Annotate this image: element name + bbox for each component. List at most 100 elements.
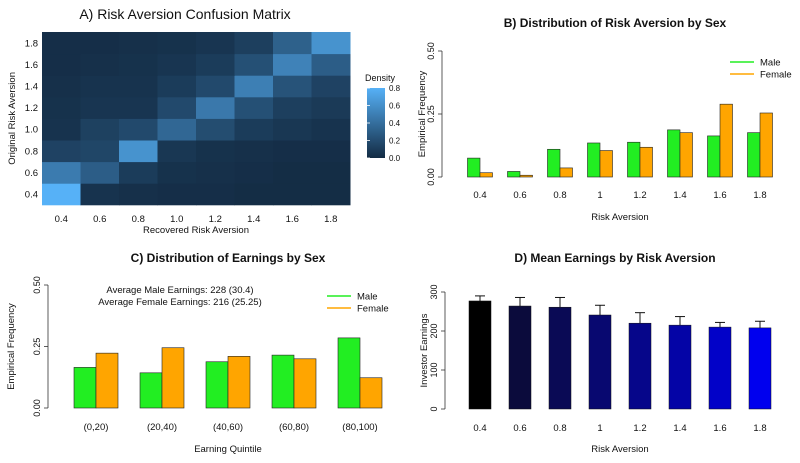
bar-female	[599, 150, 613, 178]
heatmap-cell	[157, 140, 197, 163]
panel-b-bar-chart: B) Distribution of Risk Aversion by Sex 0…	[417, 16, 792, 223]
bar-female	[519, 174, 533, 178]
bar	[668, 324, 692, 410]
legend-tick-label: 0.4	[389, 119, 401, 128]
legend-label-male: Male	[357, 292, 378, 303]
x-axis-title: Earning Quintile	[194, 444, 262, 455]
heatmap-cell	[273, 118, 312, 141]
bar	[748, 327, 772, 410]
heatmap-cell	[42, 140, 81, 163]
heatmap-cell	[119, 96, 158, 119]
heatmap-cell	[157, 53, 197, 76]
heatmap-cell	[42, 53, 81, 76]
legend-tick-label: 0.0	[389, 154, 401, 163]
heatmap-cell	[273, 32, 312, 55]
heatmap-cell	[273, 183, 312, 206]
legend-title: Density	[365, 73, 396, 83]
panel-a-title: A) Risk Aversion Confusion Matrix	[79, 6, 290, 22]
heatmap-cell	[119, 53, 158, 76]
heatmap-cell	[80, 53, 120, 76]
bar-male	[547, 148, 561, 178]
x-tick-label: 1.0	[170, 214, 183, 225]
annotation-female-earnings: Average Female Earnings: 216 (25.25)	[98, 297, 262, 308]
heatmap-cell	[196, 96, 235, 119]
x-tick-label: 0.8	[553, 423, 566, 434]
x-tick-label: 1	[597, 423, 602, 434]
x-tick-label: 0.4	[473, 423, 486, 434]
heatmap-cell	[157, 75, 197, 98]
panel-a-heatmap: A) Risk Aversion Confusion Matrix 0.4 0.6 0…	[7, 6, 401, 236]
y-axis-title: Empirical Frequency	[6, 303, 17, 390]
heatmap-cell	[234, 32, 274, 55]
heatmap-cell	[42, 75, 81, 98]
x-tick-label: 1	[597, 190, 602, 201]
panel-d-bar-chart: D) Mean Earnings by Risk Aversion 0 100 200…	[419, 251, 772, 455]
y-tick-label: 1.8	[25, 38, 38, 49]
x-tick-label: 0.4	[55, 214, 68, 225]
heatmap-cell	[273, 161, 312, 184]
heatmap-cell	[196, 183, 235, 206]
x-tick-label: 1.6	[286, 214, 299, 225]
x-tick-label: (20,40)	[147, 422, 177, 433]
legend-tick-label: 0.8	[389, 84, 401, 93]
bar	[588, 314, 612, 410]
bar-female	[719, 103, 733, 178]
panel-title: B) Distribution of Risk Aversion by Sex	[504, 16, 727, 30]
heatmap-cell	[42, 96, 81, 119]
heatmap-cell	[196, 32, 235, 55]
heatmap-cell	[273, 96, 312, 119]
heatmap-cell	[311, 183, 351, 206]
x-tick-label: 0.6	[513, 190, 526, 201]
bar-female	[359, 377, 383, 409]
heatmap-cell	[157, 183, 197, 206]
x-tick-label: 1.2	[633, 423, 646, 434]
x-tick-label: 1.2	[209, 214, 222, 225]
bar-female	[679, 132, 693, 178]
heatmap-cell	[196, 53, 235, 76]
heatmap-cell	[311, 53, 351, 76]
heatmap-cell	[196, 118, 235, 141]
bar	[628, 322, 652, 410]
y-tick-label: 1.2	[25, 103, 38, 114]
bar-female	[639, 146, 653, 178]
y-tick-label: 0.00	[426, 168, 436, 186]
y-tick-label: 1.6	[25, 60, 38, 71]
x-tick-label: 1.2	[633, 190, 646, 201]
x-tick-label: 1.4	[673, 190, 686, 201]
x-tick-label: 1.6	[713, 423, 726, 434]
heatmap-cell	[80, 161, 120, 184]
bar-female	[759, 112, 773, 178]
bar-male	[707, 135, 721, 178]
bar	[508, 305, 532, 410]
x-tick-label: 1.6	[713, 190, 726, 201]
heatmap-cell	[311, 32, 351, 55]
bar-male	[337, 337, 361, 409]
heatmap-cell	[234, 118, 274, 141]
bar-female	[293, 358, 317, 409]
x-tick-label: 0.4	[473, 190, 486, 201]
legend-label-male: Male	[760, 58, 781, 69]
y-tick-label: 100	[429, 362, 439, 377]
panel-title: D) Mean Earnings by Risk Aversion	[514, 251, 715, 265]
heatmap-cell	[157, 161, 197, 184]
heatmap-cell	[42, 32, 81, 55]
heatmap-cell	[80, 140, 120, 163]
heatmap-cell	[157, 32, 197, 55]
heatmap-cell	[273, 53, 312, 76]
y-tick-label: 0.00	[32, 399, 42, 417]
bar-male	[507, 171, 521, 178]
x-axis-title: Risk Aversion	[591, 212, 648, 223]
x-tick-label: 1.8	[753, 190, 766, 201]
heatmap-cell	[42, 118, 81, 141]
y-tick-label: 0.25	[426, 105, 436, 123]
x-tick-label: 0.8	[132, 214, 145, 225]
heatmap-cell	[80, 32, 120, 55]
y-tick-label: 0.50	[426, 42, 436, 60]
x-axis-title: Risk Aversion	[591, 444, 648, 455]
bar-male	[467, 157, 481, 178]
bar-male	[587, 142, 601, 178]
heatmap-cell	[80, 118, 120, 141]
x-tick-label: (40,60)	[213, 422, 243, 433]
bar-female	[95, 352, 119, 409]
